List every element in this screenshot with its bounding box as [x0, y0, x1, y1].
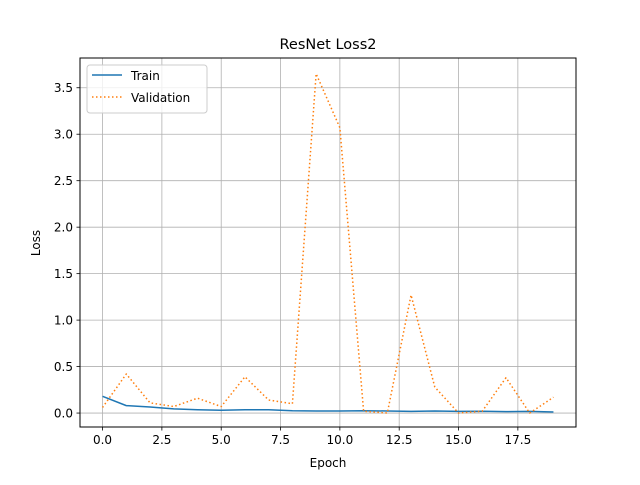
- x-tick-label: 7.5: [271, 433, 290, 447]
- x-tick-label: 15.0: [445, 433, 472, 447]
- legend: Train Validation: [87, 65, 207, 113]
- y-tick-label: 1.5: [54, 267, 73, 281]
- legend-label-train: Train: [130, 69, 160, 83]
- x-axis-label: Epoch: [310, 456, 347, 470]
- y-tick-label: 2.5: [54, 174, 73, 188]
- y-tick-label: 0.0: [54, 407, 73, 421]
- x-tick-label: 2.5: [152, 433, 171, 447]
- y-tick-label: 1.0: [54, 314, 73, 328]
- legend-label-validation: Validation: [131, 91, 190, 105]
- x-tick-label: 10.0: [327, 433, 354, 447]
- chart-title: ResNet Loss2: [280, 37, 377, 53]
- y-tick-label: 0.5: [54, 360, 73, 374]
- y-tick-label: 3.5: [54, 81, 73, 95]
- x-tick-label: 5.0: [212, 433, 231, 447]
- y-tick-label: 2.0: [54, 221, 73, 235]
- x-tick-label: 17.5: [504, 433, 531, 447]
- x-tick-label: 12.5: [386, 433, 413, 447]
- y-tick-label: 3.0: [54, 128, 73, 142]
- x-tick-label: 0.0: [93, 433, 112, 447]
- y-axis-label: Loss: [29, 230, 43, 256]
